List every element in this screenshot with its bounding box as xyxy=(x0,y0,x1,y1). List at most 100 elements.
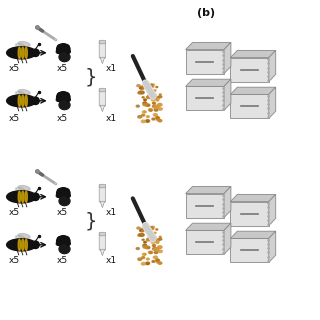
Ellipse shape xyxy=(18,234,30,239)
Ellipse shape xyxy=(57,236,70,247)
Polygon shape xyxy=(186,79,231,86)
Ellipse shape xyxy=(158,103,162,106)
Ellipse shape xyxy=(136,248,140,250)
Ellipse shape xyxy=(154,106,158,108)
Ellipse shape xyxy=(143,103,147,106)
Ellipse shape xyxy=(21,47,24,59)
FancyBboxPatch shape xyxy=(99,234,106,250)
Ellipse shape xyxy=(148,233,153,236)
Ellipse shape xyxy=(152,236,156,238)
Text: x5: x5 xyxy=(9,208,20,217)
Ellipse shape xyxy=(137,227,140,229)
Ellipse shape xyxy=(158,120,162,122)
Ellipse shape xyxy=(154,90,156,91)
Ellipse shape xyxy=(21,95,24,107)
Ellipse shape xyxy=(158,238,162,240)
Ellipse shape xyxy=(156,242,159,244)
Ellipse shape xyxy=(138,258,142,260)
Ellipse shape xyxy=(32,193,39,201)
Ellipse shape xyxy=(149,252,152,253)
Ellipse shape xyxy=(147,263,148,265)
Ellipse shape xyxy=(158,250,162,252)
Ellipse shape xyxy=(158,262,162,264)
Ellipse shape xyxy=(153,256,157,259)
Polygon shape xyxy=(230,51,276,58)
Ellipse shape xyxy=(153,105,157,108)
Ellipse shape xyxy=(32,49,39,57)
Ellipse shape xyxy=(147,121,148,122)
Ellipse shape xyxy=(59,52,70,62)
Ellipse shape xyxy=(147,258,149,260)
Ellipse shape xyxy=(139,234,142,236)
Ellipse shape xyxy=(142,114,145,116)
Ellipse shape xyxy=(7,95,36,107)
Ellipse shape xyxy=(58,189,62,193)
Ellipse shape xyxy=(152,96,156,98)
Ellipse shape xyxy=(18,186,30,191)
Ellipse shape xyxy=(21,239,24,251)
Ellipse shape xyxy=(156,86,158,88)
Polygon shape xyxy=(100,249,105,256)
Text: x1: x1 xyxy=(106,114,117,123)
Ellipse shape xyxy=(141,120,146,123)
Ellipse shape xyxy=(156,117,159,118)
Ellipse shape xyxy=(136,105,140,107)
Ellipse shape xyxy=(156,229,158,230)
Ellipse shape xyxy=(58,237,62,241)
FancyBboxPatch shape xyxy=(99,90,106,106)
Ellipse shape xyxy=(15,44,25,47)
Text: (b): (b) xyxy=(197,8,215,18)
Ellipse shape xyxy=(153,102,156,104)
Text: x5: x5 xyxy=(9,64,20,73)
Ellipse shape xyxy=(151,226,155,228)
Ellipse shape xyxy=(158,96,162,98)
Ellipse shape xyxy=(56,242,60,245)
Polygon shape xyxy=(230,87,276,94)
Ellipse shape xyxy=(151,86,154,87)
Ellipse shape xyxy=(155,239,159,242)
Ellipse shape xyxy=(59,100,70,110)
Ellipse shape xyxy=(140,230,141,231)
Polygon shape xyxy=(269,195,276,226)
Ellipse shape xyxy=(152,93,156,95)
Ellipse shape xyxy=(56,98,60,101)
Polygon shape xyxy=(186,43,231,50)
Text: x1: x1 xyxy=(106,64,117,73)
Ellipse shape xyxy=(65,189,69,193)
Text: x5: x5 xyxy=(9,256,20,265)
Polygon shape xyxy=(224,79,231,110)
Ellipse shape xyxy=(159,236,161,237)
FancyBboxPatch shape xyxy=(230,238,269,262)
Ellipse shape xyxy=(25,191,27,203)
Ellipse shape xyxy=(25,47,27,59)
Ellipse shape xyxy=(150,227,153,228)
Ellipse shape xyxy=(154,248,158,251)
Ellipse shape xyxy=(148,91,153,94)
Ellipse shape xyxy=(152,260,155,262)
Polygon shape xyxy=(224,43,231,74)
FancyBboxPatch shape xyxy=(99,186,106,202)
Ellipse shape xyxy=(143,246,147,248)
FancyBboxPatch shape xyxy=(99,184,106,188)
Polygon shape xyxy=(100,201,105,208)
Ellipse shape xyxy=(152,238,156,241)
Ellipse shape xyxy=(156,117,160,119)
Ellipse shape xyxy=(151,84,155,86)
Ellipse shape xyxy=(7,191,36,203)
Ellipse shape xyxy=(155,97,159,100)
Text: }: } xyxy=(85,211,97,230)
Ellipse shape xyxy=(142,253,146,255)
Ellipse shape xyxy=(145,246,150,249)
Ellipse shape xyxy=(147,238,150,241)
Ellipse shape xyxy=(151,241,155,244)
Ellipse shape xyxy=(154,251,158,253)
Polygon shape xyxy=(186,223,231,230)
Ellipse shape xyxy=(138,92,141,94)
Ellipse shape xyxy=(56,50,60,53)
Ellipse shape xyxy=(154,232,156,234)
Ellipse shape xyxy=(148,238,152,240)
Ellipse shape xyxy=(138,116,142,118)
Ellipse shape xyxy=(144,99,146,100)
Ellipse shape xyxy=(137,84,140,87)
Ellipse shape xyxy=(156,259,159,261)
